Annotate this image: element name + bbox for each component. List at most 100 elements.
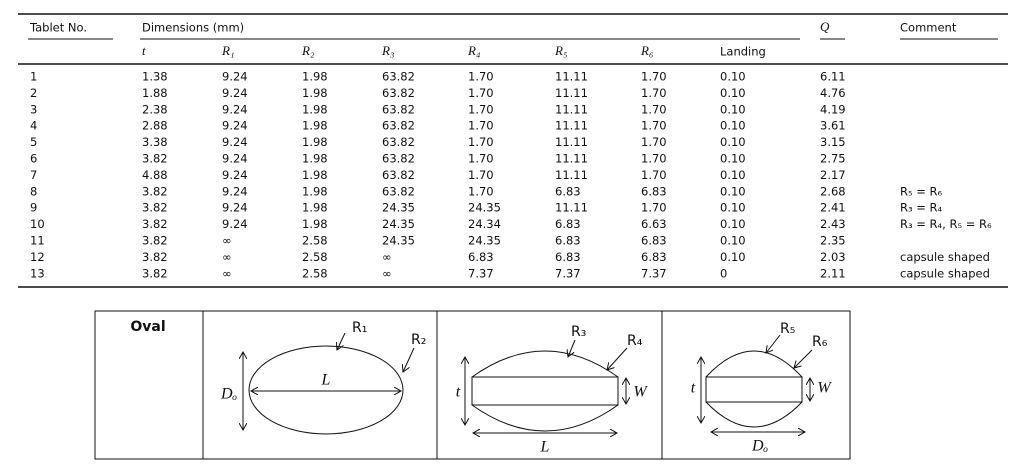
table-cell: ∞ [222, 234, 232, 248]
pointer [607, 347, 628, 370]
oval-outline [248, 345, 404, 435]
table-cell: 3.82 [142, 250, 168, 264]
table-cell: 11.11 [555, 152, 588, 166]
table-cell: 2.58 [302, 234, 328, 248]
table-cell: ∞ [222, 266, 232, 280]
table-cell: 1.70 [641, 135, 667, 149]
table-cell: 1.70 [468, 152, 494, 166]
table-cell: 1.70 [468, 86, 494, 100]
column-header: R₄ [467, 43, 481, 58]
table-cell: 2.38 [142, 102, 168, 116]
table-cell: 0.10 [720, 119, 746, 133]
row-label: 7 [30, 168, 37, 182]
table-cell: 11.11 [555, 86, 588, 100]
comment-cell: R₃ = R₄ [900, 201, 943, 215]
table-cell: 0.10 [720, 234, 746, 248]
diagram-title: Oval [130, 319, 165, 335]
pointer [337, 332, 346, 350]
label: R₅ [780, 321, 795, 337]
label: L [321, 372, 331, 389]
table-cell: 63.82 [382, 119, 415, 133]
table-cell: 9.24 [222, 70, 248, 84]
diagram: Oval R₁ R₂ Dₒ L R₃ R₄ t W L R₅ R₆ t W [94, 310, 851, 460]
table-cell: 1.70 [641, 119, 667, 133]
header-cell: Comment [900, 21, 957, 35]
comment-cell: R₃ = R₄, R₅ = R₆ [900, 217, 992, 231]
table-cell: 1.88 [142, 86, 168, 100]
oval-outline [705, 350, 803, 428]
table-cell: 1.70 [641, 152, 667, 166]
table-cell: 1.98 [302, 184, 328, 198]
table-cell: 1.98 [302, 201, 328, 215]
label: t [456, 384, 461, 401]
table-cell: 24.35 [468, 234, 501, 248]
table-cell: 63.82 [382, 102, 415, 116]
table-cell: 24.35 [468, 201, 501, 215]
table-cell: 24.34 [468, 217, 501, 231]
table-cell: 6.83 [555, 250, 581, 264]
column-header: R₁ [221, 43, 234, 58]
table-cell: 9.24 [222, 86, 248, 100]
table-cell: 0.10 [720, 168, 746, 182]
column-header: R₃ [381, 43, 394, 58]
table-cell: 0.10 [720, 217, 746, 231]
table-cell: ∞ [382, 266, 392, 280]
table-cell: 0.10 [720, 102, 746, 116]
table-cell: 1.98 [302, 102, 328, 116]
table-cell: 3.15 [820, 135, 846, 149]
table-cell: 7.37 [468, 266, 494, 280]
row-label: 6 [30, 152, 37, 166]
table-cell: 24.35 [382, 217, 415, 231]
label: Dₒ [220, 386, 238, 403]
comment-cell: capsule shaped [900, 266, 990, 280]
header-cell: Dimensions (mm) [142, 21, 244, 35]
table-cell: 24.35 [382, 234, 415, 248]
table-cell: 9.24 [222, 119, 248, 133]
table-cell: 1.70 [641, 86, 667, 100]
band [471, 376, 619, 406]
row-label: 3 [30, 102, 37, 116]
table-cell: 63.82 [382, 135, 415, 149]
label: Dₒ [751, 438, 769, 455]
label: R₂ [411, 332, 426, 348]
label: W [633, 384, 648, 401]
table-cell: 1.70 [641, 168, 667, 182]
row-label: 9 [30, 201, 37, 215]
table-cell: 3.38 [142, 135, 168, 149]
table-cell: 6.83 [555, 217, 581, 231]
table-cell: 2.41 [820, 201, 846, 215]
table-cell: 6.83 [555, 184, 581, 198]
table-cell: 6.11 [820, 70, 846, 84]
table-cell: 3.82 [142, 201, 168, 215]
pointer [794, 349, 813, 368]
table-cell: 1.98 [302, 152, 328, 166]
table-cell: 6.83 [641, 184, 667, 198]
table-cell: 9.24 [222, 184, 248, 198]
table-cell: 11.11 [555, 201, 588, 215]
table-cell: 3.82 [142, 184, 168, 198]
table-cell: 63.82 [382, 152, 415, 166]
header-cell: Tablet No. [29, 21, 87, 35]
table-cell: 1.98 [302, 168, 328, 182]
table-cell: 0 [720, 266, 727, 280]
table-cell: 4.88 [142, 168, 168, 182]
label: R₆ [812, 334, 828, 350]
row-label: 13 [30, 266, 45, 280]
table-cell: 3.82 [142, 234, 168, 248]
table-cell: 9.24 [222, 217, 248, 231]
column-header: Landing [720, 45, 766, 59]
label: W [817, 380, 832, 397]
table-cell: 11.11 [555, 135, 588, 149]
label: R₄ [627, 333, 643, 349]
table-cell: 1.70 [641, 201, 667, 215]
table-cell: 1.98 [302, 135, 328, 149]
column-header: R₅ [554, 43, 567, 58]
row-label: 10 [30, 217, 45, 231]
table-cell: 9.24 [222, 201, 248, 215]
band [705, 376, 803, 403]
table-cell: 1.70 [468, 184, 494, 198]
row-label: 4 [30, 119, 37, 133]
table-cell: 3.82 [142, 217, 168, 231]
table-cell: 0.10 [720, 86, 746, 100]
